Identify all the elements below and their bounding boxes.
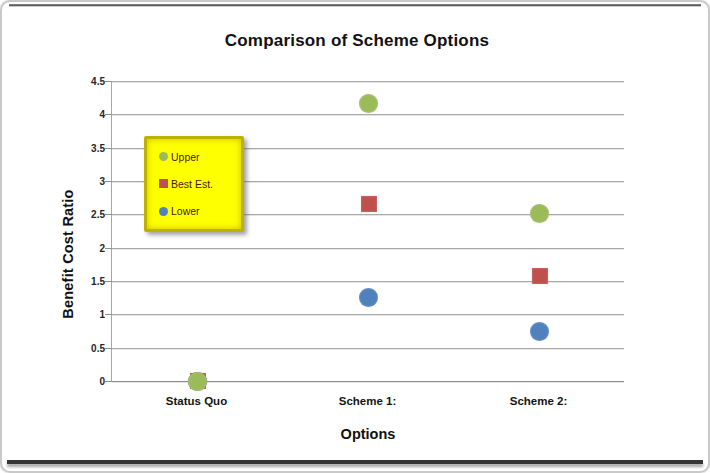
y-axis-tickmark xyxy=(105,214,112,215)
legend-item-upper: Upper xyxy=(159,151,239,163)
y-axis-tick-label: 0.5 xyxy=(72,342,105,353)
y-axis-tickmark xyxy=(105,348,112,349)
y-axis-tickmark xyxy=(105,148,112,149)
y-axis-tick-label: 4.5 xyxy=(72,76,105,87)
y-axis-tickmark xyxy=(105,81,112,82)
legend-label: Upper xyxy=(171,151,200,163)
bottom-border-rule xyxy=(7,460,703,464)
y-axis-tickmark xyxy=(105,248,112,249)
square-icon xyxy=(159,179,168,188)
circle-icon xyxy=(159,207,168,216)
lower-data-point xyxy=(530,322,549,341)
y-axis-tick-label: 4 xyxy=(72,109,105,120)
x-axis-category-label: Scheme 2: xyxy=(510,395,568,407)
gridline xyxy=(112,114,624,115)
y-axis-tickmark xyxy=(105,381,112,382)
y-axis-tick-label: 0 xyxy=(72,376,105,387)
legend-item-lower: Lower xyxy=(159,205,239,217)
y-axis-tick-label: 2 xyxy=(72,242,105,253)
gridline xyxy=(112,348,624,349)
y-axis-tick-label: 1 xyxy=(72,309,105,320)
lower-data-point xyxy=(359,288,378,307)
gridline xyxy=(112,81,624,82)
x-axis-title: Options xyxy=(341,426,396,442)
y-axis-tickmark xyxy=(105,181,112,182)
y-axis-tick-label: 2.5 xyxy=(72,209,105,220)
top-border-rule xyxy=(9,4,701,7)
y-axis-tick-label: 3 xyxy=(72,176,105,187)
upper-data-point xyxy=(530,204,549,223)
gridline xyxy=(112,248,624,249)
x-axis-category-label: Status Quo xyxy=(166,395,227,407)
best-est-data-point xyxy=(361,196,377,212)
y-axis-tick-label: 1.5 xyxy=(72,276,105,287)
legend-item-best-est: Best Est. xyxy=(159,178,239,190)
y-axis-tickmark xyxy=(105,314,112,315)
chart-title: Comparison of Scheme Options xyxy=(2,31,710,51)
legend-label: Best Est. xyxy=(171,178,213,190)
y-axis-tickmark xyxy=(105,281,112,282)
y-axis-tickmark xyxy=(105,114,112,115)
x-axis-category-label: Scheme 1: xyxy=(339,395,397,407)
circle-icon xyxy=(159,152,168,161)
gridline xyxy=(112,314,624,315)
y-axis-tick-label: 3.5 xyxy=(72,142,105,153)
best-est-data-point xyxy=(532,268,548,284)
upper-data-point xyxy=(359,94,378,113)
legend-label: Lower xyxy=(171,205,200,217)
legend: Upper Best Est. Lower xyxy=(144,136,244,232)
upper-data-point xyxy=(188,372,207,391)
chart-canvas: Comparison of Scheme Options Benefit Cos… xyxy=(0,0,710,473)
